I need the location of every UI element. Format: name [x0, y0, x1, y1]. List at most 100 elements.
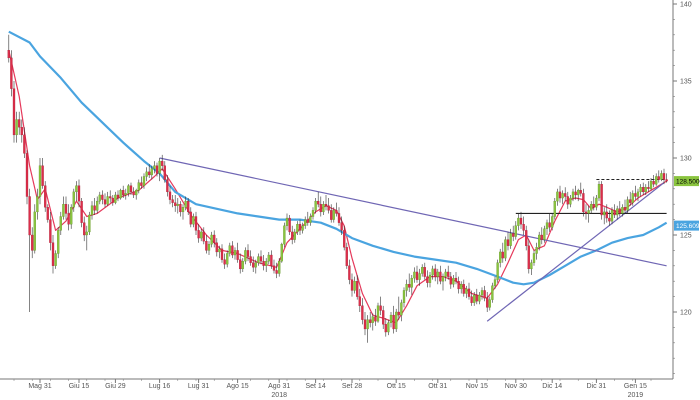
axes-layer	[0, 0, 674, 380]
x-year-label: 2018	[271, 392, 287, 399]
candle	[410, 275, 413, 296]
candle-body	[340, 222, 343, 231]
candle	[80, 198, 83, 228]
candle-body	[577, 190, 580, 196]
candle-body	[496, 262, 499, 280]
candle-body	[579, 190, 582, 194]
candle-body	[181, 207, 185, 213]
candle	[444, 268, 447, 282]
candle-body	[215, 242, 218, 253]
candle	[57, 227, 60, 259]
candle-body	[296, 224, 299, 233]
candle-body	[374, 316, 377, 322]
candle	[20, 119, 23, 143]
candle-body	[49, 219, 52, 243]
candle-body	[405, 284, 408, 291]
candle-body	[18, 119, 21, 128]
candle	[504, 236, 507, 262]
candle	[25, 150, 29, 205]
candle	[480, 287, 484, 300]
candle	[327, 198, 330, 214]
candle	[577, 188, 580, 202]
candle-body	[517, 217, 520, 226]
candle-body	[499, 251, 502, 263]
candle-body	[244, 250, 247, 262]
candle	[662, 168, 666, 185]
candle	[415, 265, 419, 283]
trendline-1	[159, 157, 667, 267]
candle	[350, 273, 354, 297]
candle-body	[77, 185, 81, 202]
candle-body	[545, 222, 549, 229]
candle	[379, 296, 382, 316]
x-tick-label: Ago 15	[227, 383, 249, 390]
candle	[75, 181, 78, 202]
candle-body	[527, 245, 530, 270]
candle	[106, 191, 109, 206]
moving-average-layer	[8, 30, 668, 324]
candle	[77, 179, 81, 208]
candle-body	[543, 228, 546, 240]
candle-body	[582, 193, 585, 213]
candle-body	[262, 261, 265, 266]
candle-body	[574, 191, 577, 196]
candle-body	[88, 214, 91, 233]
candle	[142, 173, 146, 189]
candle-body	[647, 187, 650, 189]
candle-body	[644, 187, 647, 193]
candle-body	[291, 231, 294, 240]
candle	[462, 279, 465, 297]
candle-body	[532, 253, 536, 263]
price-badge-background	[674, 220, 699, 231]
candle-body	[155, 165, 159, 174]
candle	[137, 179, 140, 194]
candle	[236, 242, 239, 263]
candle-body	[114, 194, 117, 203]
candle-body	[59, 216, 62, 231]
candle-body	[486, 297, 489, 308]
x-tick-label: Nov 30	[505, 383, 527, 390]
candle-body	[23, 134, 26, 154]
candle	[543, 225, 546, 243]
x-tick-label: Lug 31	[188, 383, 210, 390]
candle-body	[431, 268, 434, 276]
candle-body	[132, 191, 135, 196]
candle	[187, 198, 190, 215]
candle-body	[608, 217, 611, 222]
candle	[205, 235, 208, 254]
candle-body	[124, 193, 127, 196]
candle	[509, 228, 512, 249]
candle	[493, 276, 497, 289]
candle	[101, 190, 104, 205]
candle-body	[187, 200, 190, 213]
candle	[470, 290, 473, 306]
candle	[194, 211, 198, 235]
candle-body	[350, 279, 354, 291]
candle	[161, 154, 164, 171]
candle	[540, 227, 543, 245]
candle	[41, 158, 44, 189]
candle-body	[137, 182, 140, 191]
candle	[124, 188, 127, 200]
candle-body	[38, 165, 42, 197]
candle-body	[25, 153, 29, 197]
candle-body	[657, 176, 660, 180]
candle	[270, 250, 273, 269]
candle	[88, 211, 91, 235]
candle-body	[246, 250, 250, 257]
candle	[96, 196, 99, 214]
candle-body	[200, 231, 203, 239]
candle-body	[571, 191, 575, 199]
candle	[259, 250, 263, 265]
candle	[148, 164, 151, 179]
candle-body	[109, 196, 112, 199]
candle-body	[7, 50, 10, 59]
candle	[93, 198, 96, 215]
candle	[262, 255, 265, 271]
candle-body	[202, 231, 205, 242]
candle	[644, 184, 647, 195]
x-tick-label: Ott 15	[387, 383, 406, 390]
x-tick-label: Ott 31	[428, 383, 447, 390]
candle	[548, 213, 551, 232]
candle	[252, 256, 255, 272]
